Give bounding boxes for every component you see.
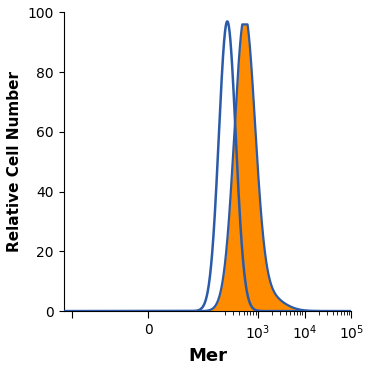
X-axis label: Mer: Mer — [188, 347, 227, 365]
Y-axis label: Relative Cell Number: Relative Cell Number — [7, 71, 22, 252]
